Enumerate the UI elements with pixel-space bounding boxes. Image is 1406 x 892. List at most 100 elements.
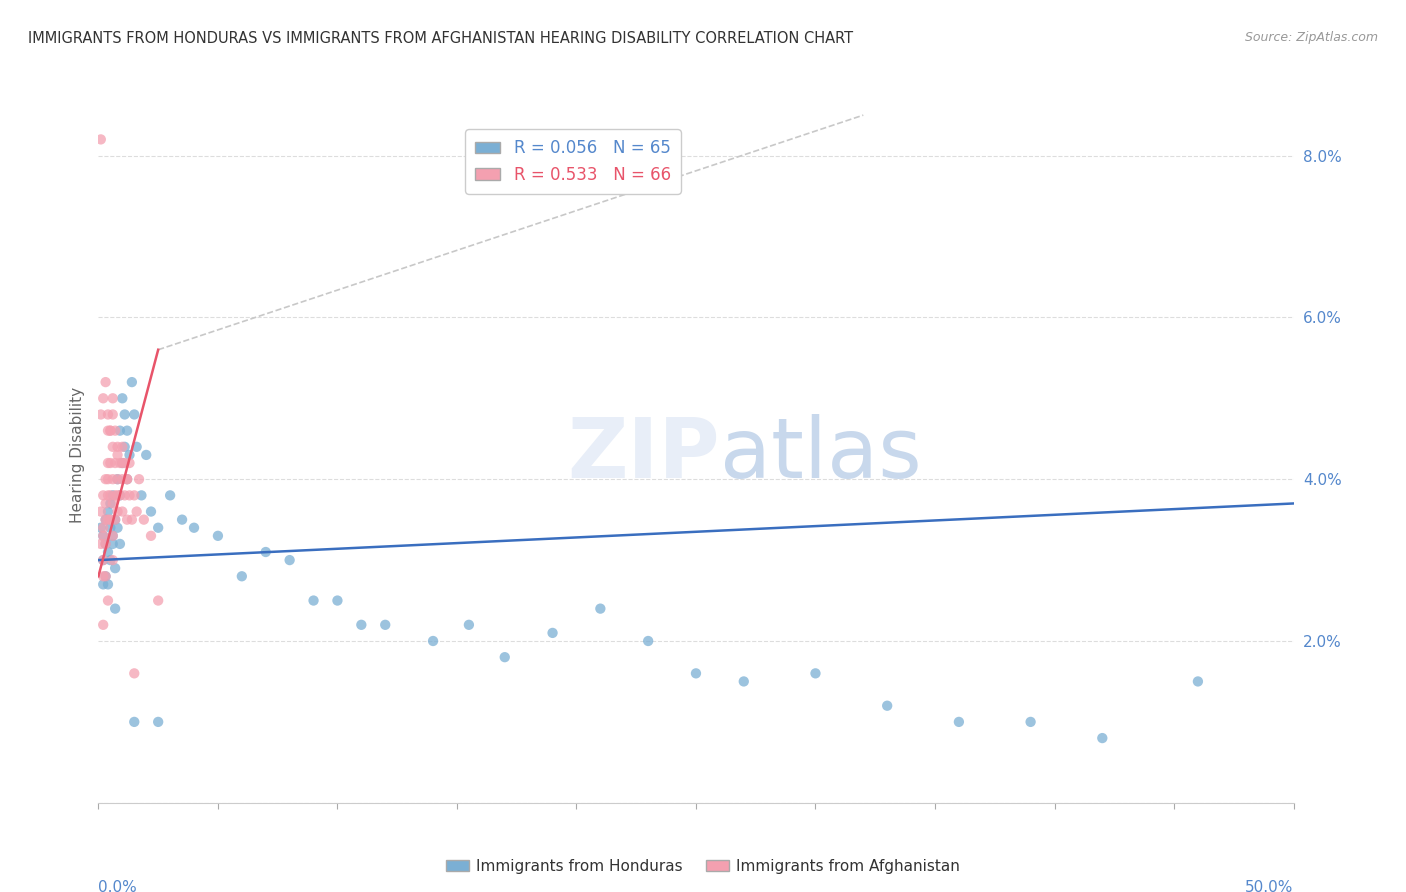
Point [104, 601, 127, 615]
Point [121, 513, 143, 527]
Point [111, 472, 134, 486]
Point [108, 488, 131, 502]
Point [98, 456, 122, 470]
Point [114, 440, 136, 454]
Point [302, 593, 325, 607]
Point [108, 456, 131, 470]
Point [104, 561, 127, 575]
Point [135, 448, 157, 462]
Point [125, 504, 148, 518]
Text: 50.0%: 50.0% [1246, 880, 1294, 892]
Point [139, 504, 162, 518]
Text: Source: ZipAtlas.com: Source: ZipAtlas.com [1244, 31, 1378, 45]
Point [114, 488, 136, 502]
Point [804, 666, 827, 681]
Point [104, 513, 127, 527]
Point [125, 440, 148, 454]
Point [90, 408, 112, 422]
Point [104, 456, 127, 470]
Point [97, 472, 120, 486]
Point [101, 496, 124, 510]
Point [207, 529, 229, 543]
Point [91, 577, 114, 591]
Point [118, 456, 141, 470]
Point [108, 424, 131, 438]
Point [97, 424, 120, 438]
Point [132, 513, 155, 527]
Point [101, 529, 124, 543]
Point [115, 424, 138, 438]
Point [97, 504, 120, 518]
Point [108, 488, 131, 502]
Point [115, 472, 138, 486]
Point [115, 472, 138, 486]
Point [97, 456, 120, 470]
Point [124, 714, 146, 729]
Point [111, 392, 134, 406]
Legend: Immigrants from Honduras, Immigrants from Afghanistan: Immigrants from Honduras, Immigrants fro… [440, 853, 966, 880]
Text: atlas: atlas [720, 415, 921, 495]
Point [374, 617, 396, 632]
Point [541, 626, 564, 640]
Point [94, 496, 117, 510]
Point [90, 132, 112, 146]
Point [254, 545, 277, 559]
Point [98, 488, 122, 502]
Point [350, 617, 373, 632]
Point [124, 408, 146, 422]
Y-axis label: Hearing Disability: Hearing Disability [69, 387, 84, 523]
Point [94, 375, 117, 389]
Point [90, 537, 112, 551]
Point [128, 472, 150, 486]
Text: ZIP: ZIP [568, 415, 720, 495]
Point [172, 513, 194, 527]
Point [104, 424, 127, 438]
Point [98, 521, 122, 535]
Point [91, 553, 114, 567]
Point [101, 553, 124, 567]
Point [104, 513, 127, 527]
Point [94, 569, 117, 583]
Point [183, 521, 205, 535]
Point [98, 424, 122, 438]
Point [107, 448, 129, 462]
Point [148, 714, 170, 729]
Point [422, 634, 444, 648]
Point [114, 408, 136, 422]
Point [97, 593, 120, 607]
Point [97, 488, 120, 502]
Point [94, 537, 117, 551]
Point [91, 569, 114, 583]
Point [108, 537, 131, 551]
Point [107, 440, 129, 454]
Point [101, 472, 124, 486]
Point [111, 440, 134, 454]
Point [94, 472, 117, 486]
Point [114, 456, 136, 470]
Point [98, 496, 122, 510]
Point [91, 529, 114, 543]
Point [97, 513, 120, 527]
Point [107, 521, 129, 535]
Point [107, 472, 129, 486]
Point [107, 472, 129, 486]
Point [124, 488, 146, 502]
Point [1187, 674, 1209, 689]
Point [1091, 731, 1114, 745]
Point [111, 504, 134, 518]
Point [326, 593, 349, 607]
Point [98, 513, 122, 527]
Point [131, 488, 153, 502]
Point [1019, 714, 1042, 729]
Point [115, 472, 138, 486]
Point [91, 521, 114, 535]
Point [139, 529, 162, 543]
Point [90, 504, 112, 518]
Point [101, 537, 124, 551]
Point [94, 537, 117, 551]
Point [97, 577, 120, 591]
Point [101, 440, 124, 454]
Point [101, 529, 124, 543]
Point [118, 488, 141, 502]
Point [97, 408, 120, 422]
